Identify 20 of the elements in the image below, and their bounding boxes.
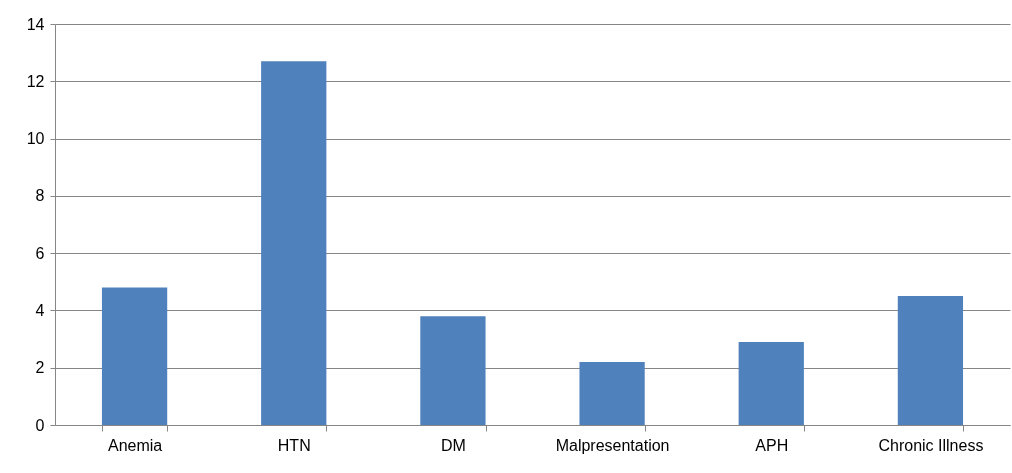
x-tick-label: Anemia <box>107 436 163 454</box>
y-tick-label: 8 <box>35 187 45 205</box>
bar <box>579 361 645 425</box>
x-tick-label: Malpresentation <box>555 436 670 454</box>
y-tick-label: 10 <box>26 130 45 148</box>
y-tick-label: 4 <box>35 301 45 319</box>
x-tick-label: Chronic Illness <box>878 436 984 454</box>
bar <box>101 287 168 425</box>
y-tick-label: 0 <box>35 416 45 434</box>
bar <box>738 341 804 425</box>
bar <box>897 296 964 425</box>
y-tick-label: 12 <box>26 72 45 90</box>
x-tick-label: DM <box>440 436 466 454</box>
y-tick-label: 2 <box>35 359 45 377</box>
x-tick-label: APH <box>755 436 789 454</box>
x-tick-label: HTN <box>277 436 311 454</box>
bar <box>420 316 486 425</box>
y-tick-label: 6 <box>35 244 45 262</box>
y-tick-label: 14 <box>26 15 45 33</box>
bar <box>261 61 327 425</box>
